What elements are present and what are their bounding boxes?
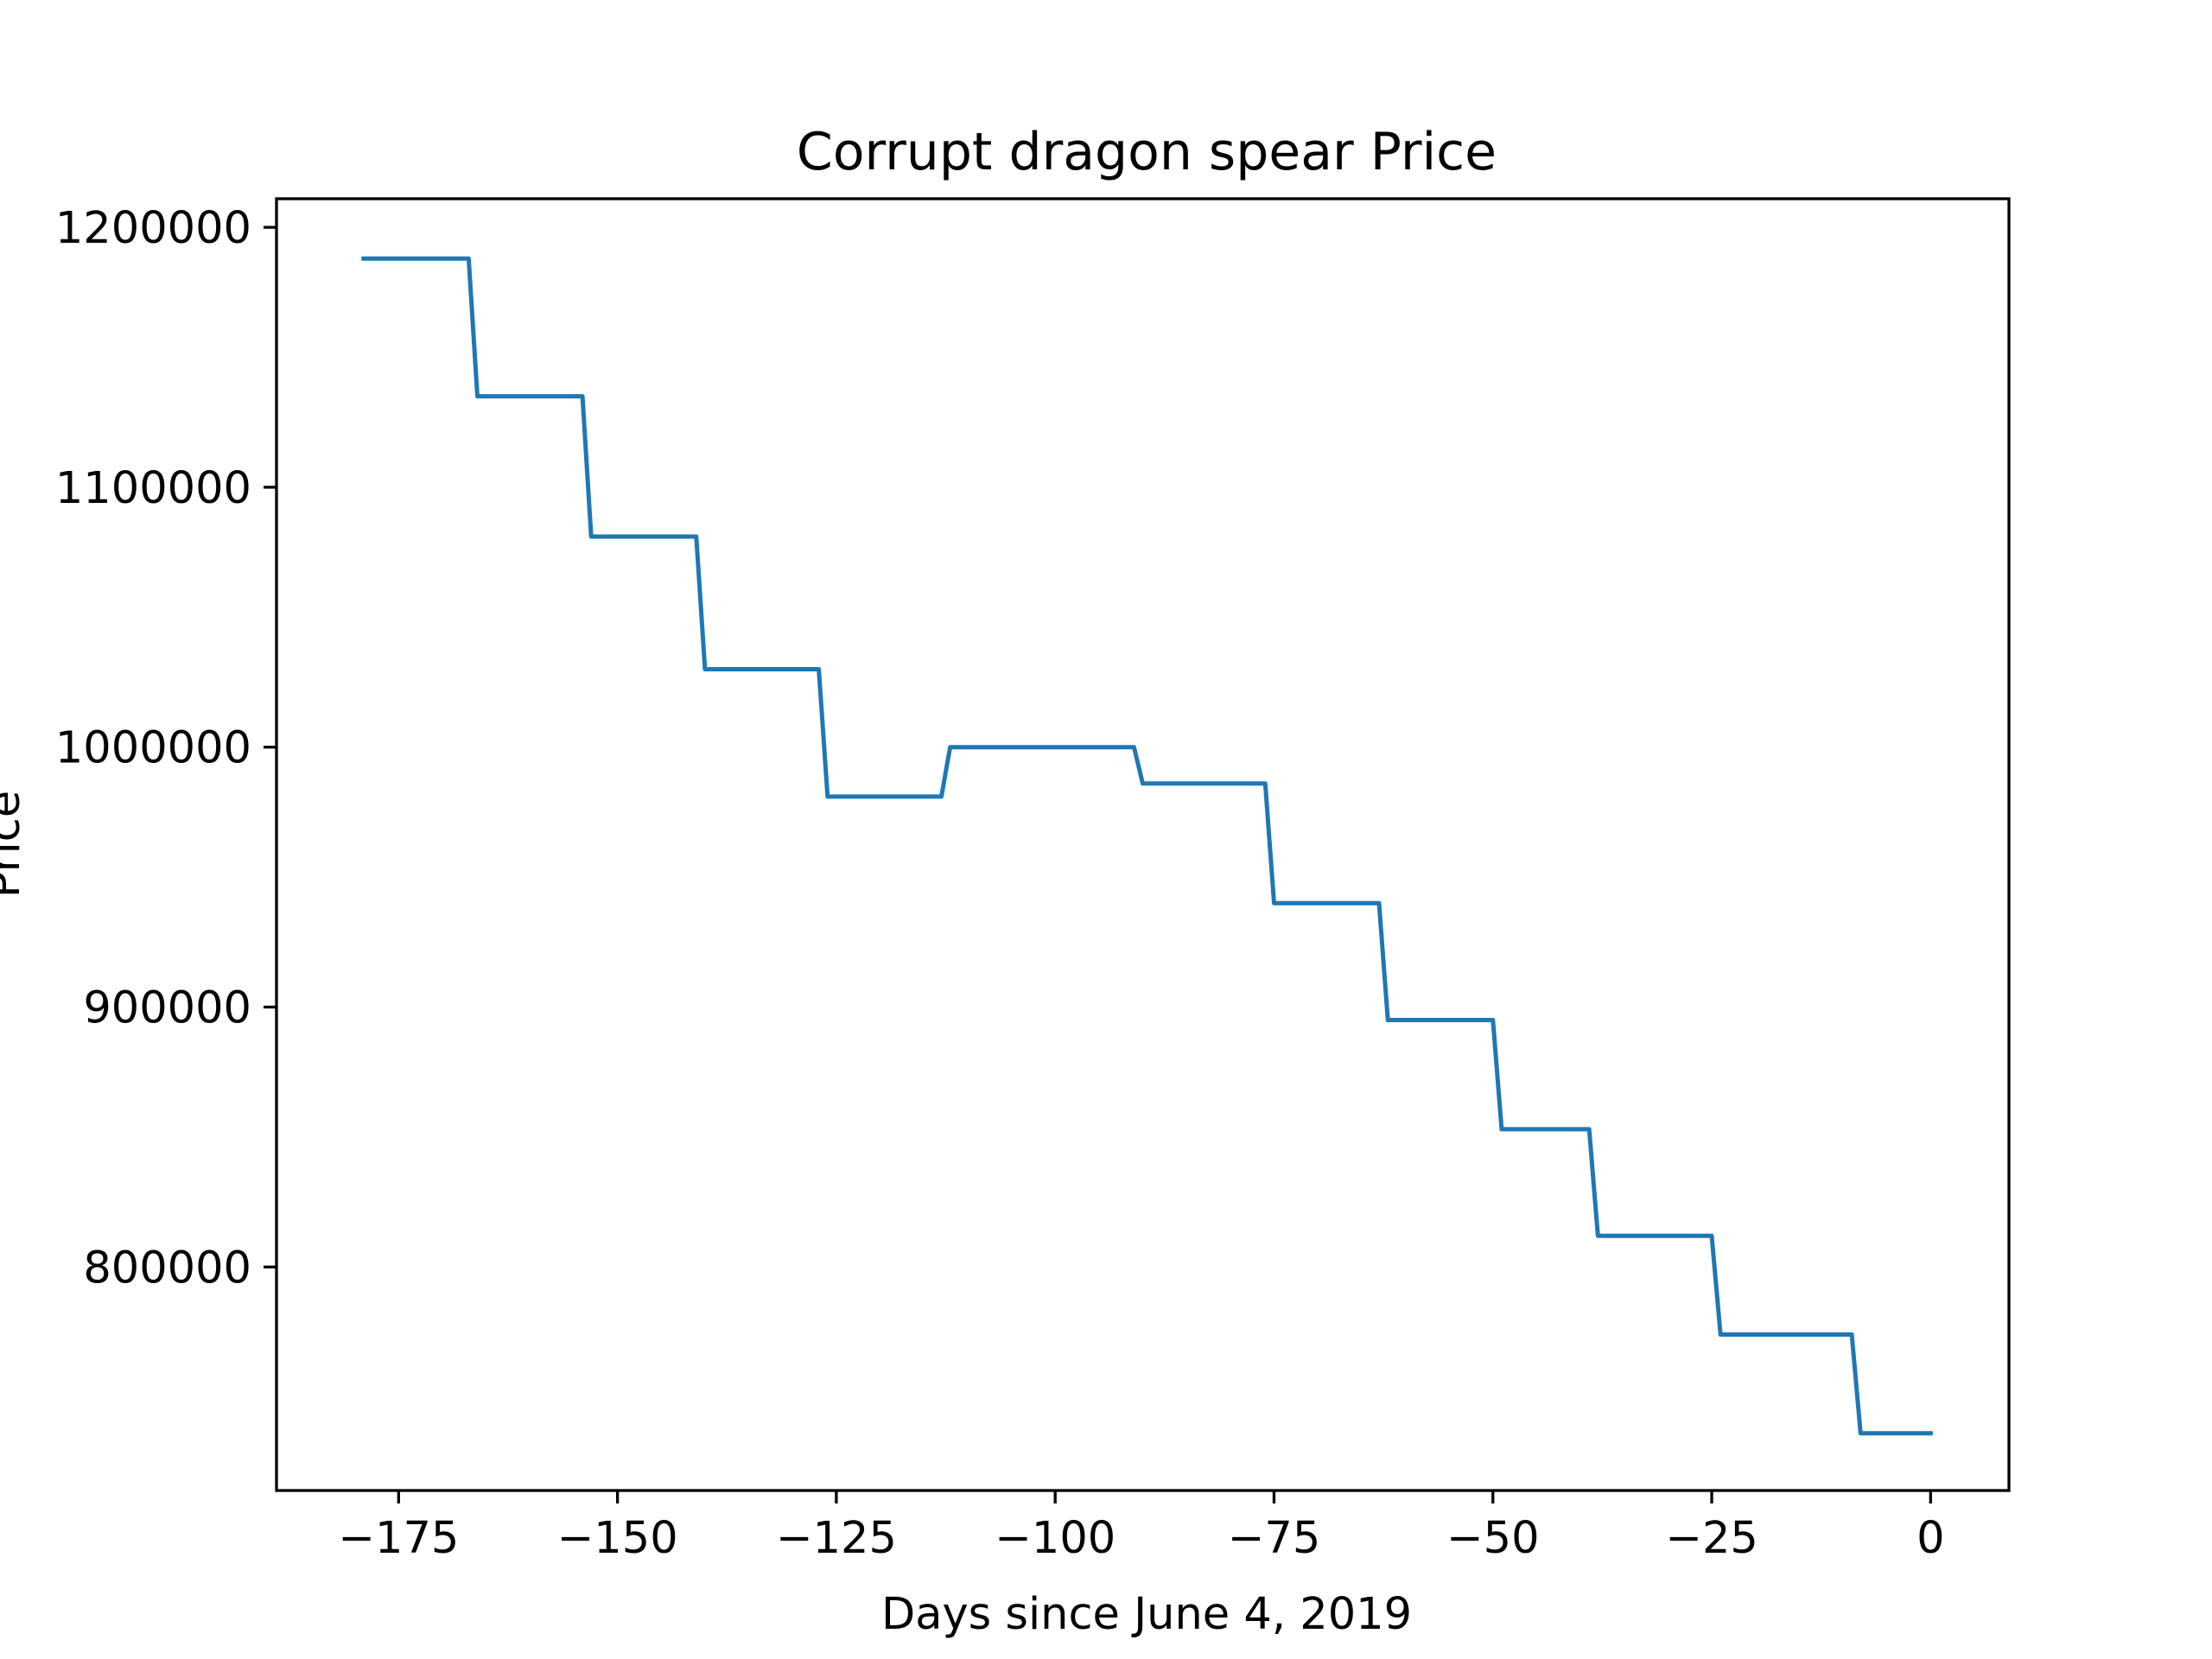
y-tick-label: 800000 bbox=[83, 1243, 251, 1294]
x-axis-label: Days since June 4, 2019 bbox=[881, 1589, 1412, 1640]
x-tick-label: 0 bbox=[1916, 1513, 1944, 1564]
x-tick-label: −100 bbox=[995, 1513, 1116, 1564]
y-axis: 800000 900000 1000000 1100000 1200000 bbox=[55, 203, 276, 1294]
y-tick-label: 1100000 bbox=[55, 463, 251, 514]
y-tick-label: 1200000 bbox=[55, 203, 251, 254]
x-axis: −175 −150 −125 −100 −75 −50 −25 0 bbox=[338, 1491, 1945, 1564]
y-tick-label: 900000 bbox=[83, 983, 251, 1034]
series-line-0 bbox=[361, 256, 1933, 1436]
y-axis-label: Price bbox=[0, 791, 30, 898]
plot-frame bbox=[275, 197, 2011, 1492]
x-tick-label: −25 bbox=[1665, 1513, 1758, 1564]
series-layer bbox=[361, 256, 1933, 1436]
x-tick-label: −125 bbox=[776, 1513, 897, 1564]
x-tick-label: −75 bbox=[1228, 1513, 1321, 1564]
chart-title: Corrupt dragon spear Price bbox=[797, 122, 1497, 182]
x-tick-label: −150 bbox=[557, 1513, 678, 1564]
x-tick-label: −50 bbox=[1446, 1513, 1540, 1564]
y-tick-label: 1000000 bbox=[55, 723, 251, 774]
x-tick-label: −175 bbox=[338, 1513, 459, 1564]
